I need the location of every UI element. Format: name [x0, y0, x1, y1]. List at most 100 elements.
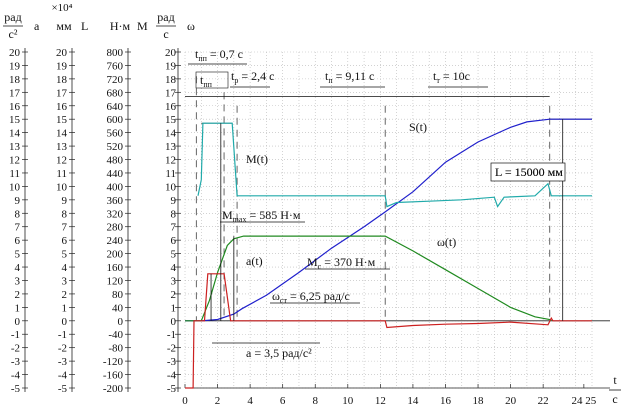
box-tpp: [195, 71, 229, 89]
y-tick-label: 7: [15, 222, 21, 234]
y-axis-symbol: ω: [187, 19, 195, 33]
series-line-mt: [197, 122, 592, 208]
y-tick-label: -3: [58, 356, 68, 368]
x-tick-label: 14: [407, 395, 419, 407]
y-tick-label: 11: [9, 168, 20, 180]
y-tick-label: -3: [167, 356, 177, 368]
x-tick-label: 22: [538, 395, 549, 407]
y-tick-label: 2: [15, 289, 21, 301]
y-tick-label: 2: [171, 289, 177, 301]
y-unit-den: с²: [9, 27, 18, 41]
y-tick-label: 16: [9, 101, 21, 113]
annotation-l: L = 15000 мм: [495, 165, 563, 179]
y-unit: Н·м: [110, 19, 131, 33]
y-tick-label: 10: [9, 181, 21, 193]
y-tick-label: 5: [62, 249, 68, 261]
y-tick-label: 9: [62, 195, 68, 207]
y-tick-label: -5: [167, 383, 177, 395]
y-unit: мм: [56, 19, 72, 33]
y-tick-label: 7: [171, 222, 177, 234]
annotation-omega: ω(t): [437, 235, 456, 249]
y-tick-label: -4: [167, 370, 177, 382]
x-tick-label: 2: [215, 395, 221, 407]
y-tick-label: 1: [171, 302, 177, 314]
x-tick-label: 8: [312, 395, 318, 407]
y-tick-label: 9: [15, 195, 21, 207]
y-tick-label: 680: [107, 87, 124, 99]
y-tick-label: 14: [56, 128, 68, 140]
x-tick-label: 0: [182, 395, 188, 407]
annotation-m: M(t): [246, 152, 268, 166]
y-tick-label: 2: [62, 289, 68, 301]
y-exponent: ×10⁴: [51, 2, 72, 14]
y-tick-label: 1: [15, 302, 21, 314]
y-tick-label: -2: [58, 343, 67, 355]
y-tick-label: 9: [171, 195, 177, 207]
y-tick-label: 12: [165, 155, 176, 167]
y-tick-label: -2: [167, 343, 176, 355]
y-tick-label: -4: [58, 370, 68, 382]
y-tick-label: -2: [11, 343, 20, 355]
y-tick-label: -200: [103, 383, 124, 395]
annotation-a-value: a = 3,5 рад/с²: [246, 346, 312, 360]
y-tick-label: 16: [165, 101, 177, 113]
y-tick-label: -40: [108, 329, 123, 341]
annotation-s: S(t): [409, 120, 427, 134]
y-tick-label: 4: [171, 262, 177, 274]
y-tick-label: 520: [107, 141, 124, 153]
y-tick-label: 240: [107, 235, 124, 247]
y-tick-label: 320: [107, 208, 124, 220]
y-tick-label: 11: [165, 168, 176, 180]
series-line-at: [185, 273, 592, 389]
x-axis-unit: с: [612, 392, 617, 406]
y-tick-label: 3: [171, 275, 177, 287]
y-tick-label: 6: [15, 235, 21, 247]
annotation-omega-ct: ωст = 6,25 рад/с: [272, 289, 350, 305]
y-tick-label: 3: [15, 275, 21, 287]
y-unit-num: рад: [4, 10, 21, 24]
y-tick-label: -5: [11, 383, 21, 395]
y-tick-label: 800: [107, 47, 124, 59]
y-tick-label: 11: [56, 168, 67, 180]
y-tick-label: 12: [56, 155, 67, 167]
y-tick-label: -4: [11, 370, 21, 382]
y-tick-label: 0: [15, 316, 21, 328]
y-tick-label: 18: [56, 74, 68, 86]
annotation-m-max: Mmax = 585 Н·м: [222, 208, 301, 224]
annotation-t-pp: tпп: [200, 73, 213, 89]
y-axis-symbol: M: [137, 19, 148, 33]
y-tick-label: 480: [107, 155, 124, 167]
y-tick-label: 15: [165, 114, 177, 126]
y-axis-M: [125, 48, 131, 392]
y-tick-label: 600: [107, 114, 124, 126]
y-tick-label: 19: [165, 60, 177, 72]
y-tick-label: 280: [107, 222, 124, 234]
y-tick-label: 10: [165, 181, 177, 193]
y-tick-label: 640: [107, 101, 124, 113]
y-tick-label: 8: [171, 208, 177, 220]
y-tick-label: 760: [107, 60, 124, 72]
y-tick-label: -1: [58, 329, 67, 341]
y-tick-label: 18: [165, 74, 177, 86]
series-line-ωt: [185, 235, 552, 322]
y-axis-L: [69, 48, 75, 392]
series-line-st: [185, 118, 592, 322]
y-tick-label: 40: [112, 302, 124, 314]
y-axis-symbol: a: [34, 19, 40, 33]
y-tick-label: 0: [62, 316, 68, 328]
y-tick-label: 5: [171, 249, 177, 261]
x-tick-label: 24 25: [571, 395, 596, 407]
y-unit-den: с: [163, 27, 168, 41]
y-tick-label: 10: [56, 181, 68, 193]
annotation-a: a(t): [246, 254, 263, 268]
y-tick-label: 3: [62, 275, 68, 287]
y-tick-label: -5: [58, 383, 68, 395]
y-tick-label: 17: [165, 87, 177, 99]
y-tick-label: 20: [165, 47, 177, 59]
annotation-t-t: tт = 10с: [433, 69, 470, 85]
y-tick-label: 120: [107, 275, 124, 287]
x-tick-label: 6: [280, 395, 286, 407]
x-tick-label: 12: [375, 395, 386, 407]
